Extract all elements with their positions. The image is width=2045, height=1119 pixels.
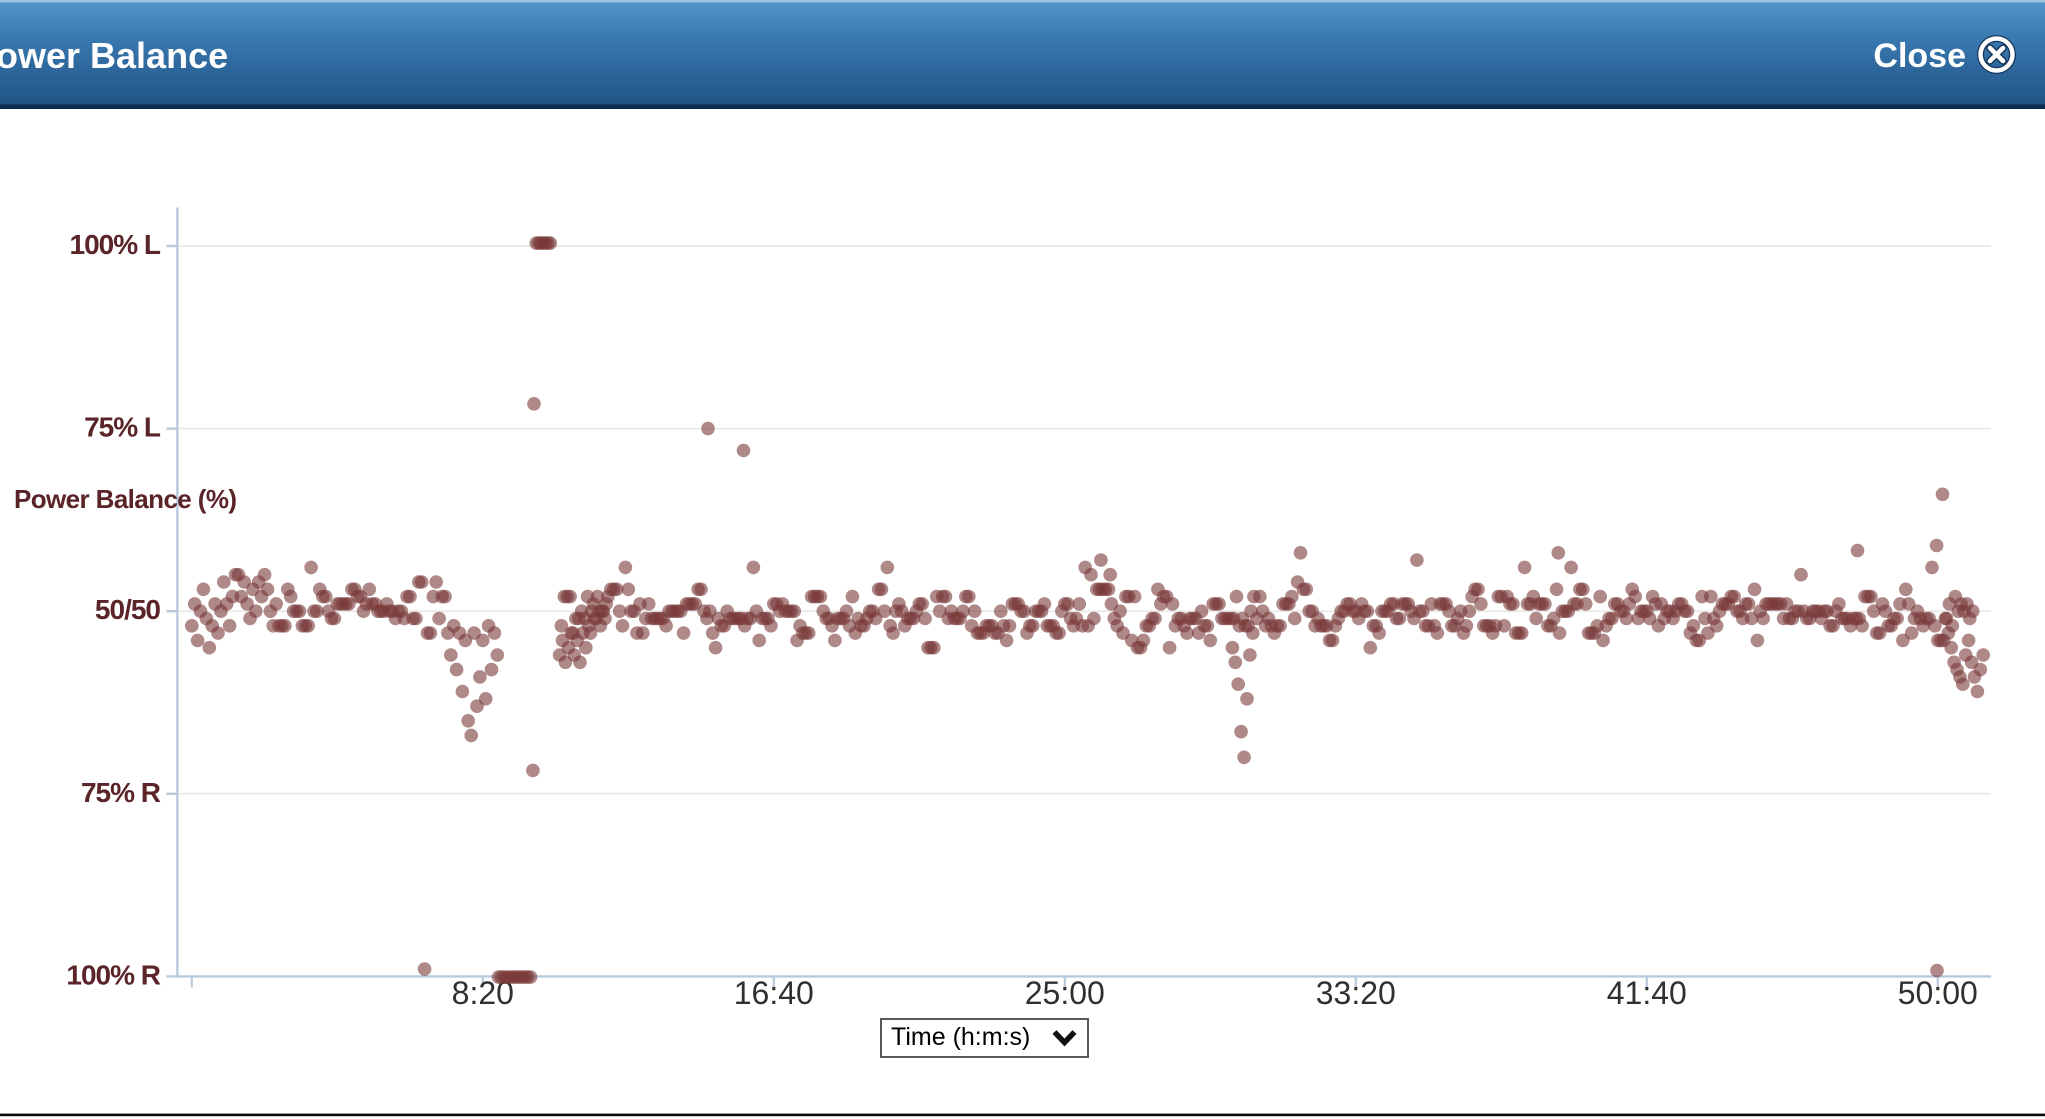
svg-text:33:20: 33:20 <box>1316 975 1396 1011</box>
svg-text:75% R: 75% R <box>81 777 161 808</box>
svg-text:16:40: 16:40 <box>734 975 814 1011</box>
svg-text:25:00: 25:00 <box>1025 975 1105 1011</box>
svg-text:Power Balance (%): Power Balance (%) <box>14 484 236 514</box>
svg-text:50/50: 50/50 <box>95 594 160 625</box>
svg-text:100% R: 100% R <box>66 959 160 990</box>
svg-text:100% L: 100% L <box>70 229 161 260</box>
svg-text:41:40: 41:40 <box>1607 975 1687 1011</box>
svg-text:75% L: 75% L <box>84 412 161 443</box>
svg-text:50:00: 50:00 <box>1898 975 1978 1011</box>
